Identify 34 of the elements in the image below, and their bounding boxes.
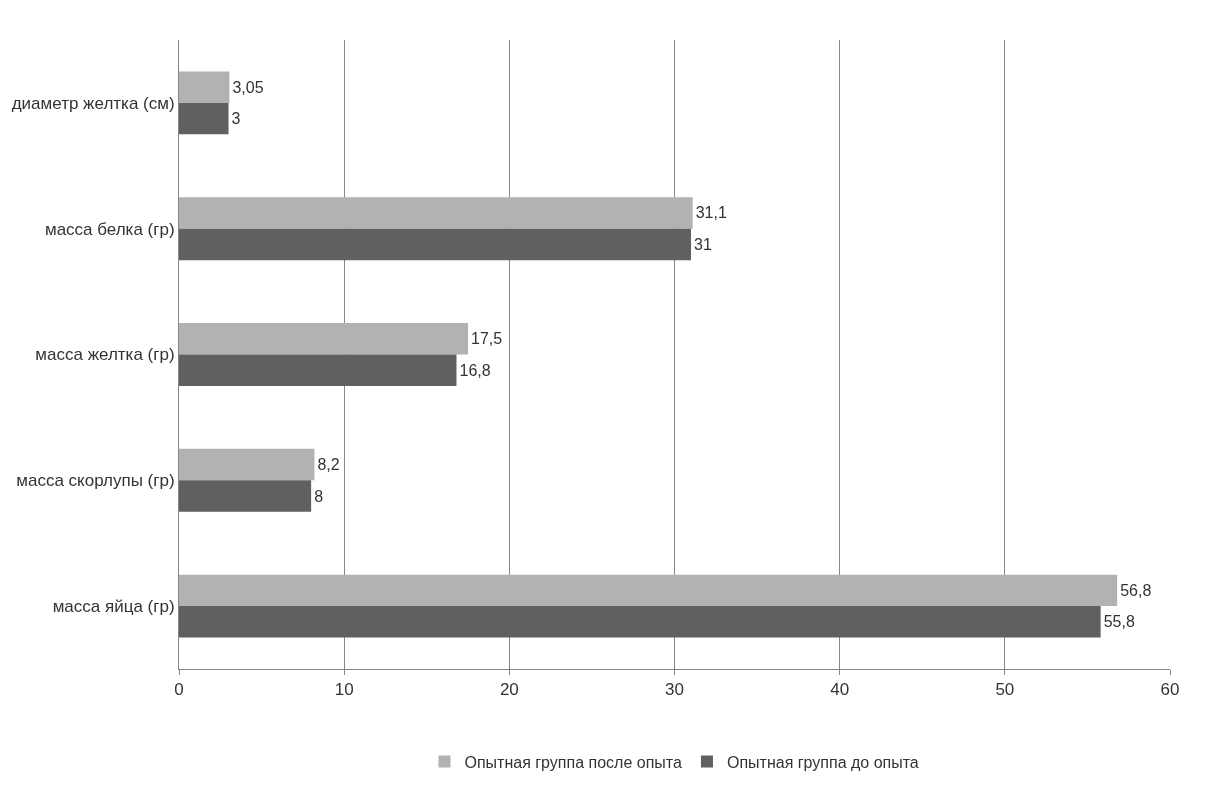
data-label: 56,8 (1120, 581, 1152, 599)
x-tick-label: 50 (995, 680, 1015, 700)
data-label: 3 (231, 110, 241, 128)
y-tick-label: масса скорлупы (гр) (16, 471, 175, 491)
x-tick-label: 10 (334, 680, 354, 700)
bar (179, 354, 457, 386)
legend-label: Опытная группа до опыта (726, 753, 919, 771)
legend-label: Опытная группа после опыта (464, 753, 682, 771)
data-label: 16,8 (459, 361, 491, 379)
y-tick-label: масса белка (гр) (44, 219, 175, 239)
bar (179, 606, 1101, 638)
bar (179, 197, 693, 229)
x-tick-label: 20 (499, 680, 519, 700)
data-label: 8 (314, 487, 324, 505)
bar (179, 448, 315, 481)
y-tick-label: диаметр желтка (см) (11, 93, 175, 113)
bar (179, 574, 1118, 607)
bar (179, 228, 692, 261)
x-tick-label: 0 (174, 680, 184, 700)
bar (179, 71, 230, 103)
data-label: 17,5 (471, 330, 503, 348)
data-label: 3,05 (232, 78, 264, 96)
data-label: 31 (694, 235, 712, 253)
data-label: 8,2 (317, 456, 340, 474)
y-tick-label: масса желтка (гр) (35, 345, 175, 365)
x-tick-label: 30 (665, 680, 684, 700)
bar (179, 102, 229, 135)
data-label: 55,8 (1103, 613, 1135, 631)
bar (179, 323, 469, 355)
y-tick-label: масса яйца (гр) (52, 597, 175, 617)
x-tick-label: 40 (830, 680, 850, 700)
data-label: 31,1 (695, 204, 727, 222)
bar (179, 480, 312, 512)
x-tick-label: 60 (1160, 680, 1180, 700)
